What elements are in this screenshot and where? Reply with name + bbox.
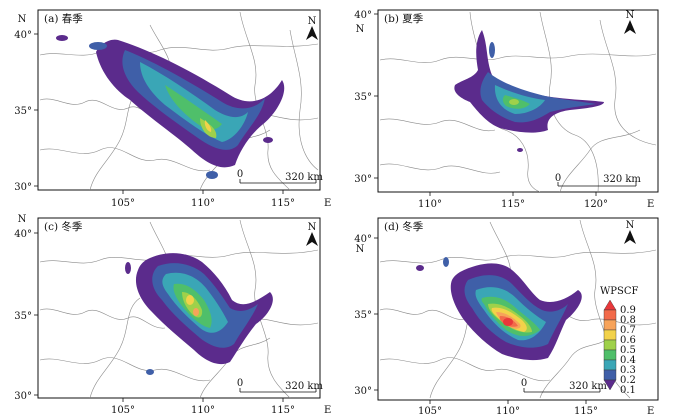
panel-d-title: (d) 冬季 <box>384 220 424 233</box>
north-arrow-icon <box>306 26 318 40</box>
panel-a-x-tick: 115° <box>271 198 295 209</box>
panel-d-wpscf-field <box>416 257 582 361</box>
panel-c: 105° 110° 115° E 40° 35° 30° N (c) 冬季 N … <box>14 214 331 416</box>
legend-swatch <box>603 339 617 351</box>
north-arrow-icon <box>306 232 318 246</box>
panel-a-x-end-label: E <box>324 198 331 209</box>
legend-title: WPSCF <box>600 286 639 297</box>
legend-level-label: 0.7 <box>620 325 636 336</box>
panel-d: 105° 110° 115° E 40° 35° 30° N (d) 冬季 N … <box>354 217 659 417</box>
panel-a-north-label: N <box>308 16 317 27</box>
panel-a-scale-zero: 0 <box>237 169 243 180</box>
panel-b-y-tick: 30° <box>354 174 372 185</box>
panel-a: 105° 110° 115° E 40° 35° 30° N (a) 春季 N … <box>14 9 331 209</box>
panel-d-north-arrow: N <box>624 220 636 244</box>
legend-swatch <box>603 309 617 321</box>
panel-b-x-tick: 120° <box>584 199 608 210</box>
panel-d-scale-bar: 0 320 km <box>521 378 607 393</box>
panel-d-x-end-label: E <box>647 406 654 417</box>
panel-a-x-tick: 110° <box>191 198 215 209</box>
panel-b-x-tick: 115° <box>501 199 525 210</box>
legend-swatch <box>603 349 617 361</box>
panel-d-x-tick: 105° <box>418 406 442 417</box>
panel-c-north-label: N <box>308 222 317 233</box>
panel-c-scale-label: 320 km <box>285 381 323 392</box>
legend-level-label: 0.5 <box>620 345 636 356</box>
panel-b-scale-bar: 0 320 km <box>555 173 641 187</box>
panel-b-scale-label: 320 km <box>603 174 641 185</box>
panel-a-scale-label: 320 km <box>285 172 323 183</box>
legend-level-label: 0.2 <box>620 375 636 386</box>
panel-c-x-end-label: E <box>324 405 331 416</box>
panel-c-scale-zero: 0 <box>237 378 243 389</box>
panel-b-y-top-label: N <box>356 24 365 35</box>
legend-swatch <box>603 369 617 381</box>
legend-level-label: 0.6 <box>620 335 636 346</box>
panel-a-wpscf-field <box>56 35 285 179</box>
panel-b: 110° 115° 120° E 40° 35° 30° N (b) 夏季 N … <box>354 9 659 210</box>
panel-d-scale-label: 320 km <box>569 381 607 392</box>
panel-d-x-tick: 110° <box>496 406 520 417</box>
panel-c-y-tick: 40° <box>14 229 32 240</box>
panel-a-y-tick: 35° <box>14 106 32 117</box>
legend-swatches <box>603 299 617 391</box>
panel-b-province-borders <box>379 11 657 192</box>
panel-a-title: (a) 春季 <box>44 13 83 25</box>
panel-b-title: (b) 夏季 <box>384 13 424 25</box>
legend-swatch <box>603 379 617 391</box>
legend-labels: 0.90.80.70.60.50.40.30.20.1 <box>620 305 636 396</box>
panel-d-y-top-label: N <box>356 244 365 255</box>
legend-swatch <box>603 319 617 331</box>
panel-a-scale-bar: 0 320 km <box>237 169 323 184</box>
legend-level-label: 0.8 <box>620 315 636 326</box>
legend-level-label: 0.1 <box>620 385 636 396</box>
panel-b-wpscf-field <box>454 30 604 152</box>
wpscf-legend: WPSCF 0.90.80.70.60.50.40.30.20.1 <box>600 286 639 396</box>
panel-c-title: (c) 冬季 <box>44 220 83 233</box>
legend-level-label: 0.3 <box>620 365 636 376</box>
panel-d-y-tick: 30° <box>354 386 372 397</box>
panel-d-scale-zero: 0 <box>521 378 527 389</box>
panel-b-scale-zero: 0 <box>555 173 561 184</box>
legend-level-label: 0.9 <box>620 305 636 316</box>
panel-c-wpscf-field <box>125 253 273 375</box>
panel-d-north-label: N <box>626 220 635 231</box>
legend-swatch <box>603 329 617 341</box>
panel-c-north-arrow: N <box>306 222 318 246</box>
panel-a-y-tick: 40° <box>14 30 32 41</box>
panel-b-y-tick: 35° <box>354 92 372 103</box>
legend-swatch <box>603 359 617 371</box>
panel-d-y-tick: 40° <box>354 234 372 245</box>
panel-b-north-arrow: N <box>624 10 636 34</box>
panel-c-scale-bar: 0 320 km <box>237 378 323 393</box>
panel-d-x-tick: 115° <box>574 406 598 417</box>
panel-c-x-tick: 110° <box>191 405 215 416</box>
panel-b-x-end-label: E <box>647 199 654 210</box>
panel-b-y-tick: 40° <box>354 10 372 21</box>
panel-a-y-top-label: N <box>18 14 27 25</box>
panel-c-y-tick: 35° <box>14 311 32 322</box>
panel-a-x-tick: 105° <box>111 198 135 209</box>
north-arrow-icon <box>624 230 636 244</box>
panel-c-y-top-label: N <box>18 214 27 225</box>
panel-a-north-arrow: N <box>306 16 318 40</box>
panel-d-y-tick: 35° <box>354 310 372 321</box>
panel-c-x-tick: 115° <box>271 405 295 416</box>
panel-c-x-tick: 105° <box>111 405 135 416</box>
north-arrow-icon <box>624 20 636 34</box>
panel-a-y-tick: 30° <box>14 182 32 193</box>
legend-level-label: 0.4 <box>620 355 636 366</box>
panel-b-x-tick: 110° <box>418 199 442 210</box>
panel-c-y-tick: 30° <box>14 391 32 402</box>
panel-b-north-label: N <box>626 10 635 21</box>
